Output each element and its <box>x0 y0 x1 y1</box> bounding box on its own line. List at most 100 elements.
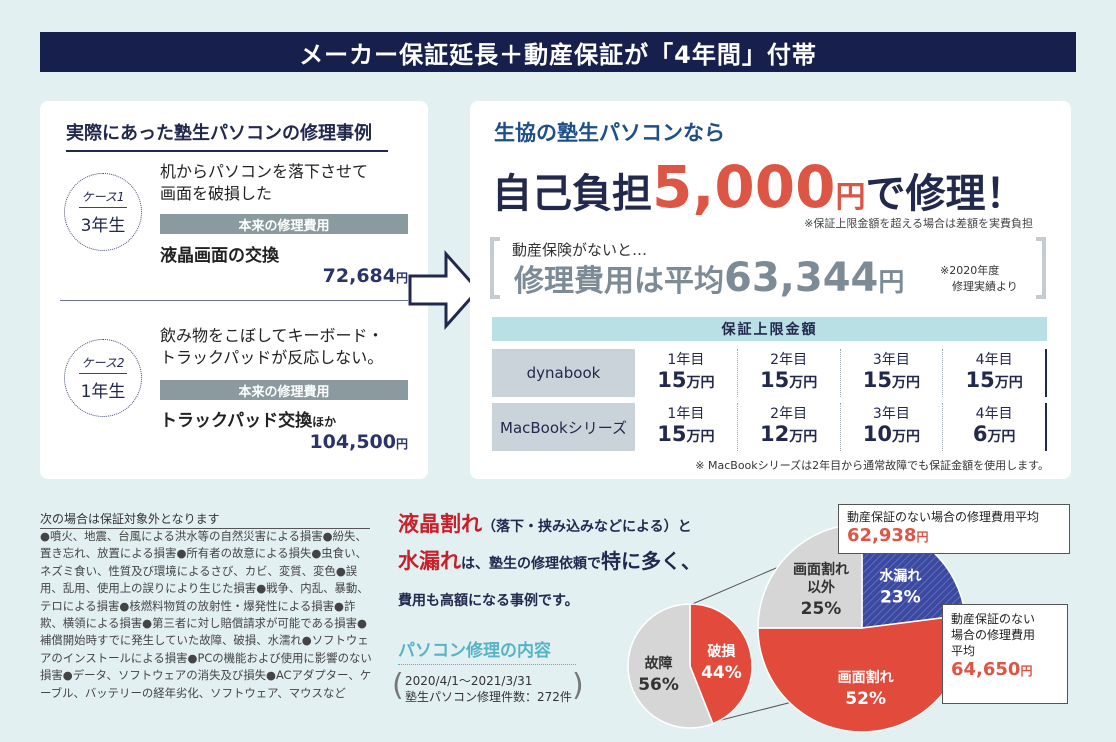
pie-label-1: 画面割れ <box>838 669 894 686</box>
pie-value-1: 56% <box>638 675 679 695</box>
limit-unit: 万円 <box>891 428 920 445</box>
limit-amount: 15 <box>657 421 687 446</box>
callout-top-price: 62,938 <box>847 525 917 546</box>
pie-slice-0 <box>689 603 753 725</box>
limit-row-name: MacBookシリーズ <box>492 403 635 451</box>
pc-repair-title: パソコン修理の内容 <box>398 636 576 665</box>
limit-cell: 1年目 15万円 <box>635 403 738 451</box>
limit-cell: 4年目 6万円 <box>943 403 1047 451</box>
self-pay-prefix: 自己負担 <box>492 171 652 217</box>
case2-price: 104,500円 <box>208 431 408 453</box>
headline-line3: 費用も高額になる事例です。 <box>398 593 579 609</box>
limit-amount: 12 <box>760 421 790 446</box>
self-pay-yen: 円 <box>835 180 866 215</box>
limit-amount: 15 <box>862 367 892 392</box>
pie-slice-1 <box>627 603 714 729</box>
case1-description: 机からパソコンを落下させて 画面を破損した <box>160 161 368 205</box>
average-cost: 修理費用は平均63,344円 <box>514 255 904 301</box>
macbook-note: ※ MacBookシリーズは2年目から通常故障でも保証金額を使用します。 <box>695 459 1049 472</box>
limit-year: 1年目 <box>667 351 705 368</box>
water-leak-label: 水漏れ <box>398 549 461 573</box>
pie-chart-damage-vs-failure: 破損 44% 故障 56% <box>627 603 753 729</box>
case2-price-value: 104,500 <box>309 431 396 453</box>
banner: メーカー保証延長＋動産保証が「4年間」付帯 <box>40 32 1076 72</box>
repair-cases-panel: 実際にあった塾生パソコンの修理事例 ケース1 3年生 机からパソコンを落下させて… <box>40 101 428 479</box>
case2-desc-line1: 飲み物をこぼしてキーボード・ <box>160 326 384 345</box>
repair-cases-title: 実際にあった塾生パソコンの修理事例 <box>66 119 388 152</box>
coop-subtitle: 生協の塾生パソコンなら <box>494 121 725 145</box>
limit-year: 4年目 <box>975 351 1013 368</box>
case1-desc-line1: 机からパソコンを落下させて <box>160 162 369 181</box>
lcd-crack-label: 液晶割れ <box>398 512 482 536</box>
case1-repair: 液晶画面の交換 <box>160 241 279 266</box>
limit-year: 2年目 <box>770 351 808 368</box>
pie-label-1: 故障 <box>645 655 673 672</box>
case1-year: 3年生 <box>80 216 126 236</box>
limit-year: 3年目 <box>872 351 910 368</box>
case2-cost-bar: 本来の修理費用 <box>160 380 408 400</box>
limit-row-macbook: MacBookシリーズ 1年目 15万円 2年目 12万円 3年目 10万円 4年目 6… <box>492 403 1047 451</box>
headline-text2: は、塾生の修理依頼で <box>461 556 601 572</box>
right-arrow-icon <box>408 250 481 330</box>
callout-right-price: 64,650 <box>951 659 1021 680</box>
case1-price-value: 72,684 <box>322 265 396 287</box>
limit-unit: 万円 <box>789 374 818 391</box>
exclusions-body: ●噴火、地震、台風による洪水等の自然災害による損害●紛失、置き忘れ、放置による損… <box>40 529 372 700</box>
repair-period-dates: 2020/4/1～2021/3/31 <box>405 674 533 688</box>
case2-repair: トラックパッド交換ほか <box>160 406 336 431</box>
self-pay-suffix: で修理！ <box>865 171 1026 217</box>
bracket-left <box>490 237 500 299</box>
banner-title: メーカー保証延長＋動産保証が「4年間」付帯 <box>299 40 817 69</box>
pie-label-0: 水漏れ <box>879 567 921 584</box>
limit-cell: 4年目 15万円 <box>943 349 1047 397</box>
pie-label-2: 画面割れ以外 <box>793 561 849 596</box>
headline-text3: 特に多く、 <box>601 549 701 573</box>
self-pay-amount: 5,000 <box>652 153 836 221</box>
limit-amount: 6 <box>972 421 988 446</box>
callout-top-text: 動産保証のない場合の修理費用平均 <box>847 510 1040 524</box>
limit-unit: 万円 <box>686 428 715 445</box>
limit-year: 2年目 <box>770 405 808 422</box>
limit-cell: 2年目 12万円 <box>738 403 841 451</box>
limit-cell: 3年目 10万円 <box>841 403 944 451</box>
callout-water-leak-cost: 動産保証のない場合の修理費用平均 62,938円 <box>838 504 1070 554</box>
pie-value-1: 52% <box>845 689 886 709</box>
case2-year: 1年生 <box>80 382 126 402</box>
average-cost-yen: 円 <box>878 268 905 298</box>
average-note-line2: 修理実績より <box>952 280 1018 293</box>
headline-line1: 液晶割れ（落下・挟み込みなどによる）と <box>398 508 692 538</box>
limit-cell: 3年目 15万円 <box>841 349 944 397</box>
limit-unit: 万円 <box>987 428 1016 445</box>
callout-right-unit: 円 <box>1020 664 1033 678</box>
self-pay-headline: 自己負担5,000円で修理！ <box>492 153 1025 221</box>
repair-period: 2020/4/1～2021/3/31 塾生パソコン修理件数：272件 <box>405 673 572 705</box>
limit-table-header: 保証上限金額 <box>492 317 1047 341</box>
callout-right-text3: 平均 <box>951 644 976 658</box>
limit-unit: 万円 <box>686 374 715 391</box>
bracket-right <box>1036 237 1046 299</box>
paren-right: ) <box>572 668 584 703</box>
case1-repair-text: 液晶画面の交換 <box>160 246 279 266</box>
pie-value-2: 25% <box>801 599 842 619</box>
limit-unit: 万円 <box>891 374 920 391</box>
headline-line2: 水漏れは、塾生の修理依頼で特に多く、 <box>398 545 701 575</box>
limit-amount: 10 <box>862 421 892 446</box>
limit-unit: 万円 <box>789 428 818 445</box>
limit-cell: 2年目 15万円 <box>738 349 841 397</box>
pie-value-0: 23% <box>880 587 921 607</box>
case1-price: 72,684円 <box>208 265 408 287</box>
repair-period-count: 塾生パソコン修理件数：272件 <box>405 690 572 704</box>
case1-label: ケース1 <box>79 188 127 208</box>
case1-cost-bar: 本来の修理費用 <box>160 214 408 234</box>
limit-row-dynabook: dynabook 1年目 15万円 2年目 15万円 3年目 15万円 4年目 15万円 <box>492 349 1047 397</box>
pie-label-0: 破損 <box>707 643 736 660</box>
callout-right-text1: 動産保証のない <box>951 612 1036 626</box>
average-cost-prefix: 修理費用は平均 <box>514 264 724 299</box>
case2-repair-text: トラックパッド交換 <box>160 411 313 431</box>
callout-screen-crack-cost: 動産保証のない 場合の修理費用 平均 64,650円 <box>942 604 1068 704</box>
case2-label: ケース2 <box>79 354 127 374</box>
case1-desc-line2: 画面を破損した <box>160 184 273 203</box>
callout-top-unit: 円 <box>916 530 929 544</box>
average-cost-amount: 63,344 <box>724 255 879 301</box>
pie-value-0: 44% <box>701 663 742 683</box>
